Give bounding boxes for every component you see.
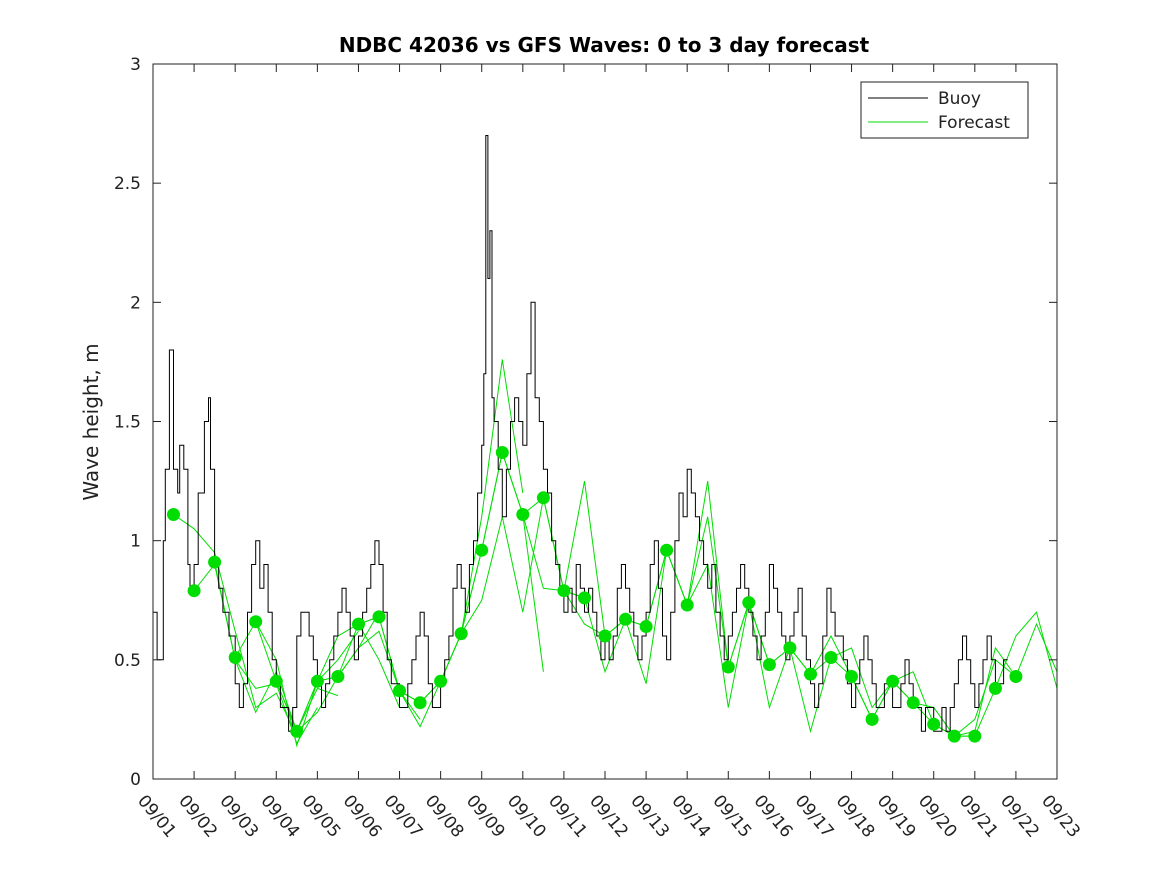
forecast-marker-point (906, 696, 920, 710)
forecast-run-line-14 (522, 481, 647, 637)
forecast-marker-point (660, 543, 674, 557)
forecast-marker-point (228, 651, 242, 664)
forecast-run-line-17 (645, 516, 770, 668)
forecast-marker-point (352, 617, 365, 631)
x-tick-label: 09/05 (298, 791, 345, 841)
forecast-run-line-2 (193, 563, 318, 745)
forecast-run-line-8 (317, 630, 441, 704)
forecast-marker-point (434, 674, 448, 688)
forecast-marker-point (762, 658, 776, 672)
x-tick-label: 09/04 (256, 791, 303, 841)
x-tick-label: 09/19 (873, 791, 920, 841)
x-tick-label: 09/12 (585, 791, 632, 841)
forecast-marker-point (742, 596, 756, 610)
x-tick-label: 09/21 (955, 791, 1002, 841)
buoy-line (153, 135, 1008, 732)
forecast-marker-point (208, 555, 222, 569)
x-tick-label: 09/22 (996, 791, 1043, 841)
x-tick-label: 09/16 (750, 791, 797, 841)
x-tick-label: 09/02 (174, 791, 221, 841)
x-tick-label: 09/10 (503, 791, 550, 841)
forecast-marker-point (619, 612, 632, 626)
x-tick-label: 09/07 (380, 791, 427, 841)
forecast-marker-point (680, 598, 694, 612)
forecast-run-line-19 (727, 602, 852, 734)
forecast-marker-point (598, 629, 612, 643)
forecast-marker-point (269, 674, 283, 688)
forecast-marker-point (516, 508, 530, 521)
x-tick-label: 09/14 (667, 791, 714, 841)
forecast-marker-point (393, 684, 406, 698)
forecast-marker-point (947, 729, 961, 743)
forecast-marker-point (988, 681, 1002, 695)
forecast-run-line-1 (173, 514, 298, 737)
forecast-marker-point (331, 670, 345, 683)
legend: Buoy Forecast (860, 81, 1029, 139)
y-tick-label: 2 (130, 293, 141, 313)
y-tick-label: 2.5 (114, 174, 141, 194)
forecast-marker-point (413, 696, 427, 710)
x-tick-label: 09/13 (626, 791, 673, 841)
x-tick-label: 09/23 (1037, 791, 1084, 841)
x-tick-label: 09/08 (421, 791, 468, 841)
x-tick-label: 09/15 (708, 791, 755, 841)
legend-forecast-label: Forecast (938, 113, 1010, 133)
x-tick-label: 09/20 (914, 791, 961, 841)
y-tick-label: 0 (130, 770, 141, 790)
x-tick-label: 09/18 (832, 791, 879, 841)
legend-box (860, 81, 1029, 139)
forecast-marker-point (968, 729, 982, 743)
y-tick-label: 0.5 (114, 651, 141, 671)
x-tick-label: 09/03 (215, 791, 262, 841)
forecast-marker-point (249, 615, 263, 629)
x-tick-label: 09/17 (791, 791, 838, 841)
forecast-marker-point (167, 508, 180, 521)
y-tick-label: 1 (130, 532, 141, 552)
y-axis-label: Wave height, m (79, 343, 103, 500)
chart-title: NDBC 42036 vs GFS Waves: 0 to 3 day fore… (339, 33, 870, 57)
y-tick-label: 1.5 (114, 413, 141, 433)
forecast-run-line-11 (440, 450, 544, 682)
y-tick-label: 3 (130, 55, 141, 75)
forecast-marker-point (886, 674, 900, 688)
forecast-run-line-13 (481, 450, 606, 637)
forecast-marker-point (454, 627, 468, 641)
y-axis: 0 0.5 1 1.5 2 2.5 3 (114, 55, 1057, 790)
x-tick-label: 09/01 (133, 791, 180, 841)
forecast-marker-point (187, 584, 201, 598)
forecast-marker-point (495, 446, 509, 459)
x-tick-label: 09/11 (544, 791, 591, 841)
forecast-marker-point (804, 667, 817, 681)
forecast-marker-point (783, 641, 797, 655)
forecast-marker-point (824, 651, 838, 664)
forecast-marker-point (639, 620, 653, 633)
x-tick-label: 09/09 (462, 791, 509, 841)
forecast-marker-point (865, 712, 879, 726)
forecast-run-line-10 (399, 359, 524, 704)
plot-area (153, 135, 1057, 748)
forecast-marker-point (536, 491, 550, 505)
x-tick-label: 09/06 (339, 791, 386, 841)
x-axis: 09/0109/0209/0309/0409/0509/0609/0709/08… (133, 64, 1084, 842)
forecast-marker-point (1009, 670, 1023, 683)
forecast-marker-point (557, 584, 571, 598)
legend-buoy-label: Buoy (938, 89, 981, 109)
forecast-marker-point (310, 674, 324, 688)
forecast-run-line-3 (214, 561, 339, 733)
forecast-marker-point (721, 660, 735, 674)
forecast-marker-point (372, 610, 386, 624)
forecast-run-line-25 (954, 622, 1057, 737)
forecast-marker-point (475, 543, 489, 557)
forecast-marker-point (845, 670, 858, 683)
forecast-marker-point (578, 591, 591, 605)
forecast-marker-point (927, 717, 941, 731)
forecast-marker-point (290, 724, 304, 738)
